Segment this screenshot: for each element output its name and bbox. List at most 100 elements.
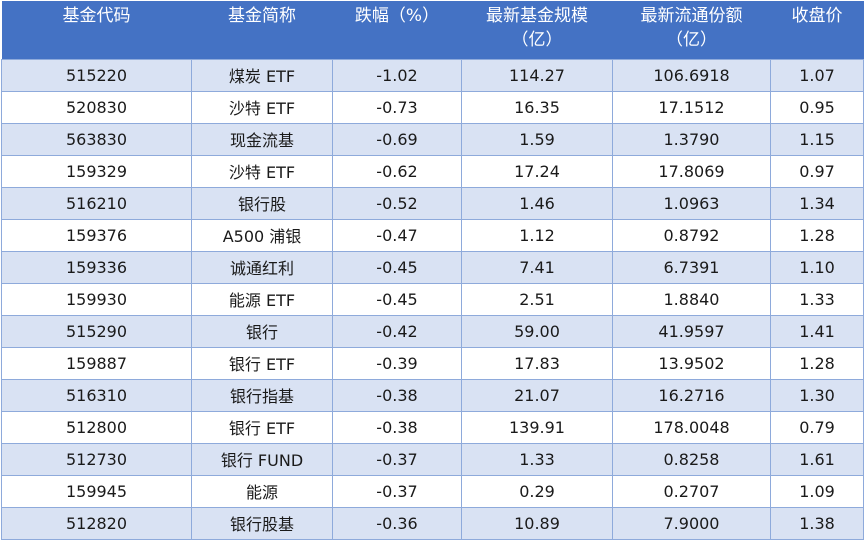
header-circulating-shares: 最新流通份额 （亿） (612, 1, 771, 59)
header-label: 基金简称 (228, 6, 296, 26)
cell-close-price: 0.79 (770, 410, 864, 444)
cell-close-price: 1.38 (770, 506, 864, 540)
header-fund-scale: 最新基金规模 （亿） (461, 1, 613, 59)
header-label: 跌幅（%） (354, 6, 440, 26)
header-unit: （亿） (666, 30, 717, 50)
cell-circulating-shares: 1.0963 (612, 186, 771, 220)
cell-change-pct: -0.38 (332, 410, 462, 444)
table-body: 515220 煤炭 ETF -1.02 114.27 106.6918 1.07 52083… (1, 58, 864, 540)
table-row: 512800 银行 ETF -0.38 139.91 178.0048 0.79 (1, 410, 864, 444)
cell-fund-scale: 59.00 (461, 314, 613, 348)
table-row: 159930 能源 ETF -0.45 2.51 1.8840 1.33 (1, 282, 864, 316)
table-row: 159336 诚通红利 -0.45 7.41 6.7391 1.10 (1, 250, 864, 284)
table-row: 159376 A500 浦银 -0.47 1.12 0.8792 1.28 (1, 218, 864, 252)
header-fund-code: 基金代码 (1, 1, 192, 59)
cell-circulating-shares: 0.8258 (612, 442, 771, 476)
cell-circulating-shares: 106.6918 (612, 58, 771, 92)
cell-close-price: 1.09 (770, 474, 864, 508)
cell-circulating-shares: 0.2707 (612, 474, 771, 508)
cell-fund-name: 银行指基 (191, 378, 333, 412)
cell-close-price: 1.15 (770, 122, 864, 156)
cell-fund-code: 516210 (1, 186, 192, 220)
cell-fund-code: 515290 (1, 314, 192, 348)
cell-change-pct: -0.37 (332, 474, 462, 508)
cell-circulating-shares: 13.9502 (612, 346, 771, 380)
cell-change-pct: -0.52 (332, 186, 462, 220)
cell-fund-code: 512800 (1, 410, 192, 444)
header-label: 收盘价 (791, 6, 843, 26)
header-row: 基金代码 基金简称 跌幅（%） 最新基金规模 （亿） 最新流通份额 （亿） 收盘… (1, 1, 864, 59)
cell-fund-code: 563830 (1, 122, 192, 156)
table-row: 515220 煤炭 ETF -1.02 114.27 106.6918 1.07 (1, 58, 864, 92)
table-row: 563830 现金流基 -0.69 1.59 1.3790 1.15 (1, 122, 864, 156)
cell-fund-code: 516310 (1, 378, 192, 412)
cell-fund-code: 159887 (1, 346, 192, 380)
table-row: 515290 银行 -0.42 59.00 41.9597 1.41 (1, 314, 864, 348)
cell-fund-scale: 10.89 (461, 506, 613, 540)
cell-close-price: 1.34 (770, 186, 864, 220)
cell-circulating-shares: 1.8840 (612, 282, 771, 316)
cell-fund-scale: 114.27 (461, 58, 613, 92)
cell-close-price: 1.33 (770, 282, 864, 316)
cell-circulating-shares: 1.3790 (612, 122, 771, 156)
cell-fund-name: 沙特 ETF (191, 90, 333, 124)
cell-fund-scale: 1.33 (461, 442, 613, 476)
header-fund-name: 基金简称 (191, 1, 333, 59)
cell-change-pct: -0.45 (332, 282, 462, 316)
cell-fund-name: A500 浦银 (191, 218, 333, 252)
cell-fund-code: 159376 (1, 218, 192, 252)
cell-fund-code: 515220 (1, 58, 192, 92)
cell-fund-scale: 16.35 (461, 90, 613, 124)
table-row: 159887 银行 ETF -0.39 17.83 13.9502 1.28 (1, 346, 864, 380)
cell-close-price: 1.28 (770, 218, 864, 252)
header-change-pct: 跌幅（%） (332, 1, 462, 59)
table-header: 基金代码 基金简称 跌幅（%） 最新基金规模 （亿） 最新流通份额 （亿） 收盘… (1, 1, 864, 59)
cell-fund-code: 520830 (1, 90, 192, 124)
cell-close-price: 0.95 (770, 90, 864, 124)
cell-circulating-shares: 7.9000 (612, 506, 771, 540)
cell-close-price: 1.07 (770, 58, 864, 92)
cell-fund-name: 银行 ETF (191, 410, 333, 444)
cell-fund-name: 银行 (191, 314, 333, 348)
cell-change-pct: -0.38 (332, 378, 462, 412)
cell-change-pct: -0.73 (332, 90, 462, 124)
table-row: 159945 能源 -0.37 0.29 0.2707 1.09 (1, 474, 864, 508)
cell-circulating-shares: 17.8069 (612, 154, 771, 188)
cell-fund-scale: 1.12 (461, 218, 613, 252)
cell-close-price: 1.41 (770, 314, 864, 348)
table-row: 159329 沙特 ETF -0.62 17.24 17.8069 0.97 (1, 154, 864, 188)
cell-close-price: 1.61 (770, 442, 864, 476)
cell-fund-scale: 17.83 (461, 346, 613, 380)
cell-fund-name: 沙特 ETF (191, 154, 333, 188)
cell-change-pct: -1.02 (332, 58, 462, 92)
cell-fund-scale: 1.59 (461, 122, 613, 156)
table-row: 516210 银行股 -0.52 1.46 1.0963 1.34 (1, 186, 864, 220)
cell-fund-code: 159336 (1, 250, 192, 284)
cell-change-pct: -0.62 (332, 154, 462, 188)
header-label: 最新流通份额 (640, 6, 743, 26)
cell-circulating-shares: 0.8792 (612, 218, 771, 252)
cell-fund-code: 159945 (1, 474, 192, 508)
cell-fund-scale: 0.29 (461, 474, 613, 508)
cell-fund-name: 银行 FUND (191, 442, 333, 476)
cell-change-pct: -0.42 (332, 314, 462, 348)
cell-fund-scale: 17.24 (461, 154, 613, 188)
header-close-price: 收盘价 (770, 1, 864, 59)
cell-change-pct: -0.69 (332, 122, 462, 156)
cell-fund-code: 159930 (1, 282, 192, 316)
cell-fund-name: 现金流基 (191, 122, 333, 156)
cell-fund-code: 512820 (1, 506, 192, 540)
cell-fund-name: 煤炭 ETF (191, 58, 333, 92)
header-label: 基金代码 (62, 6, 131, 26)
cell-circulating-shares: 6.7391 (612, 250, 771, 284)
table-row: 512820 银行股基 -0.36 10.89 7.9000 1.38 (1, 506, 864, 540)
cell-circulating-shares: 178.0048 (612, 410, 771, 444)
cell-close-price: 1.10 (770, 250, 864, 284)
cell-fund-code: 159329 (1, 154, 192, 188)
table-row: 516310 银行指基 -0.38 21.07 16.2716 1.30 (1, 378, 864, 412)
cell-fund-scale: 1.46 (461, 186, 613, 220)
cell-fund-scale: 21.07 (461, 378, 613, 412)
table-row: 512730 银行 FUND -0.37 1.33 0.8258 1.61 (1, 442, 864, 476)
cell-circulating-shares: 16.2716 (612, 378, 771, 412)
cell-change-pct: -0.47 (332, 218, 462, 252)
